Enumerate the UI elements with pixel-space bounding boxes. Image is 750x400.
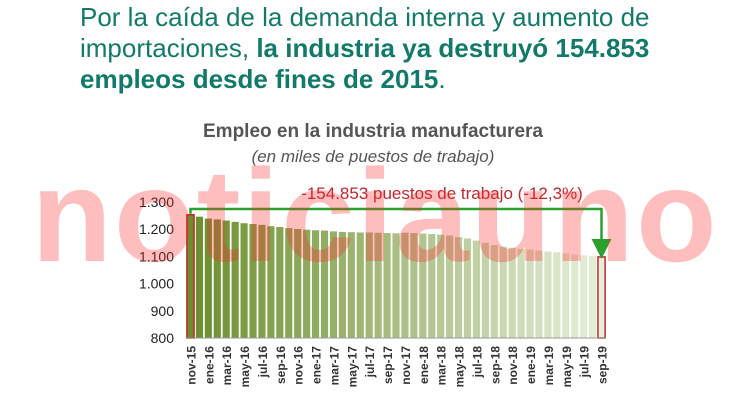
- bar-sep-18: [490, 244, 498, 338]
- headline-part-bold: la industria ya destruyó 154.853 empleos…: [80, 33, 650, 94]
- bar-jun-17: [356, 232, 364, 338]
- headline-period: .: [438, 64, 446, 94]
- bar-nov-15: [186, 214, 195, 339]
- bar-mar-16: [222, 220, 230, 338]
- bar-abr-16: [231, 221, 239, 338]
- x-tick-label: jul-18: [470, 346, 484, 379]
- y-tick-label: 1.000: [139, 276, 174, 292]
- bar-feb-18: [428, 234, 436, 338]
- bar-oct-17: [392, 233, 400, 338]
- bar-feb-16: [213, 219, 221, 338]
- bar-ago-19: [589, 256, 597, 338]
- headline: Por la caída de la demanda interna y aum…: [80, 2, 740, 95]
- x-tick-label: jul-19: [578, 346, 592, 379]
- x-tick-label: ene-17: [310, 346, 324, 384]
- bar-feb-19: [535, 250, 543, 338]
- bar-may-19: [562, 253, 570, 338]
- x-tick-label: nov-18: [506, 346, 520, 385]
- x-tick-label: mar-16: [220, 346, 234, 386]
- bar-nov-17: [401, 232, 409, 338]
- x-tick-label: jul-17: [363, 346, 377, 379]
- headline-part-regular: Por la caída de la demanda interna y aum…: [80, 2, 650, 63]
- bar-oct-18: [499, 246, 507, 338]
- bar-abr-19: [553, 252, 561, 338]
- bar-dic-15: [195, 216, 203, 338]
- x-tick-label: may-16: [238, 346, 252, 388]
- bar-jul-17: [365, 232, 373, 338]
- bar-ene-17: [312, 230, 320, 338]
- x-tick-label: nov-16: [292, 346, 306, 385]
- bar-ene-19: [526, 249, 534, 338]
- bar-ago-18: [481, 242, 489, 338]
- y-tick-label: 1.100: [139, 248, 174, 264]
- bar-jul-18: [472, 240, 480, 338]
- bar-may-17: [347, 232, 355, 338]
- bar-ago-16: [267, 226, 275, 338]
- bar-sep-16: [276, 227, 284, 338]
- y-axis: 800 900 1.000 1.100 1.200 1.300: [139, 194, 174, 346]
- annotation-arrow: [189, 207, 612, 259]
- y-tick-label: 900: [151, 303, 175, 319]
- x-tick-label: jul-16: [256, 346, 270, 379]
- bar-mar-19: [544, 251, 552, 338]
- chart-subtitle: (en miles de puestos de trabajo): [252, 147, 495, 166]
- bar-oct-16: [285, 228, 293, 338]
- x-tick-label: nov-15: [184, 346, 198, 385]
- x-tick-label: mar-17: [327, 346, 341, 386]
- bar-mar-18: [437, 234, 445, 338]
- bar-jun-18: [463, 238, 472, 338]
- bar-jun-16: [249, 224, 257, 338]
- x-tick-label: ene-19: [524, 346, 538, 384]
- x-tick-label: sep-17: [381, 346, 395, 384]
- annotation: -154.853 puestos de trabajo (-12,3%): [189, 184, 612, 259]
- y-tick-label: 1.200: [139, 221, 174, 237]
- bar-may-16: [240, 223, 248, 338]
- x-tick-label: may-18: [453, 346, 467, 388]
- x-tick-label: may-19: [560, 346, 574, 388]
- bar-ene-16: [204, 218, 212, 338]
- bars: [186, 214, 606, 339]
- bar-sep-19: [597, 256, 606, 339]
- y-tick-label: 1.300: [139, 194, 174, 210]
- bar-dic-18: [517, 249, 525, 338]
- bar-jul-16: [258, 224, 266, 338]
- annotation-label: -154.853 puestos de trabajo (-12,3%): [301, 184, 583, 203]
- chart-title: Empleo en la industria manufacturera: [203, 121, 543, 142]
- bar-may-18: [454, 237, 463, 338]
- bar-ago-17: [374, 232, 382, 338]
- x-tick-label: mar-19: [542, 346, 556, 386]
- bar-abr-18: [446, 235, 454, 338]
- x-tick-label: may-17: [345, 346, 359, 388]
- bar-jul-19: [580, 255, 588, 338]
- x-tick-label: sep-16: [274, 346, 288, 384]
- x-tick-label: ene-16: [202, 346, 216, 384]
- bar-nov-18: [508, 247, 516, 338]
- bar-dic-16: [303, 229, 311, 338]
- x-tick-label: sep-18: [488, 346, 502, 384]
- x-tick-label: ene-18: [417, 346, 431, 384]
- bar-abr-17: [338, 231, 346, 338]
- x-tick-label: nov-17: [399, 346, 413, 385]
- bar-mar-17: [329, 231, 338, 338]
- x-axis: nov-15 ene-16 mar-16 may-16 jul-16 sep-16 nov-…: [184, 346, 609, 388]
- bar-nov-16: [294, 228, 302, 338]
- bar-dic-17: [410, 233, 418, 338]
- bar-sep-17: [383, 233, 391, 338]
- bar-feb-17: [320, 230, 329, 338]
- y-tick-label: 800: [151, 330, 175, 346]
- x-tick-label: sep-19: [596, 346, 610, 384]
- bar-jun-19: [571, 254, 579, 338]
- x-tick-label: mar-18: [435, 346, 449, 386]
- bar-ene-18: [419, 233, 427, 338]
